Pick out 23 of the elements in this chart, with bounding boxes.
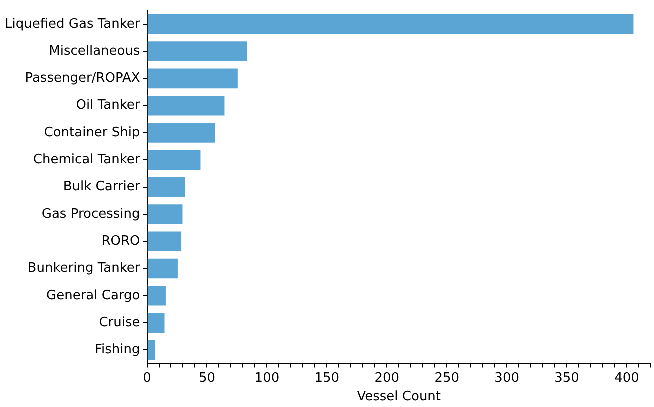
y-tick-label: General Cargo [46, 288, 140, 304]
y-tick-label: Liquefied Gas Tanker [4, 16, 141, 32]
x-tick-label: 300 [494, 370, 520, 386]
y-tick-label: Cruise [99, 315, 140, 330]
y-tick-label: Passenger/ROPAX [25, 71, 140, 86]
x-tick-label: 250 [434, 370, 460, 386]
y-tick-label: Gas Processing [42, 206, 140, 222]
y-tick-label: Bulk Carrier [63, 180, 141, 195]
y-tick-label: Oil Tanker [76, 98, 141, 114]
y-tick-label: RORO [102, 234, 140, 249]
x-tick-label: 150 [314, 370, 340, 386]
y-tick-label: Bunkering Tanker [28, 261, 141, 276]
x-axis-title: Vessel Count [357, 390, 442, 405]
x-tick-label: 100 [254, 370, 280, 386]
y-tick-label: Fishing [94, 342, 140, 358]
y-tick-label: Container Ship [44, 125, 140, 140]
y-tick-label: Miscellaneous [49, 44, 140, 59]
x-tick-label: 400 [614, 370, 640, 386]
x-tick-label: 350 [554, 370, 580, 386]
x-tick-label: 50 [198, 370, 216, 386]
y-tick-label: Chemical Tanker [33, 152, 141, 168]
x-tick-label: 200 [374, 370, 400, 386]
x-tick-label: 0 [143, 370, 152, 386]
